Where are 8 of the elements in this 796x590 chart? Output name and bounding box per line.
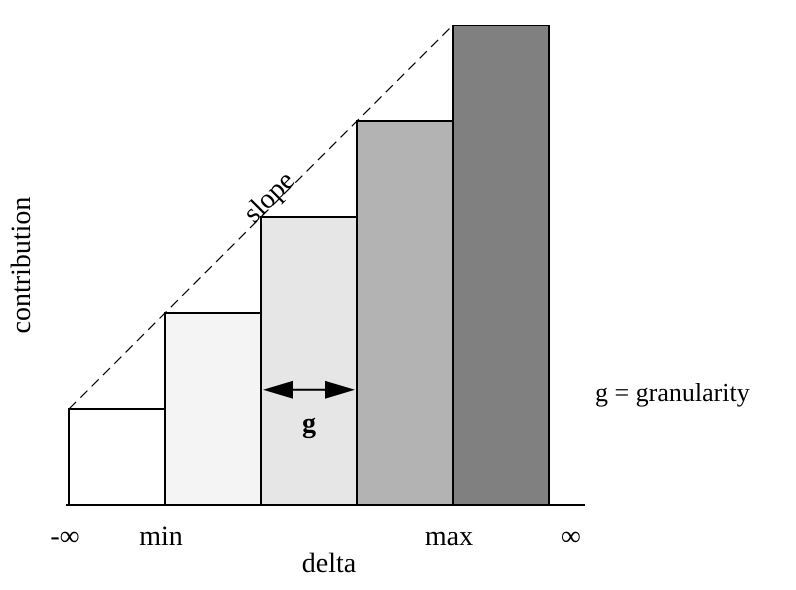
text: -∞ [50,521,80,552]
text: max [424,521,474,552]
x-axis-title: delta [302,548,357,579]
text: ∞ [560,521,581,552]
text: g = granularity [595,378,750,407]
y-axis-title: contribution [6,196,37,334]
annotation: g [302,408,316,439]
text: min [139,521,183,552]
